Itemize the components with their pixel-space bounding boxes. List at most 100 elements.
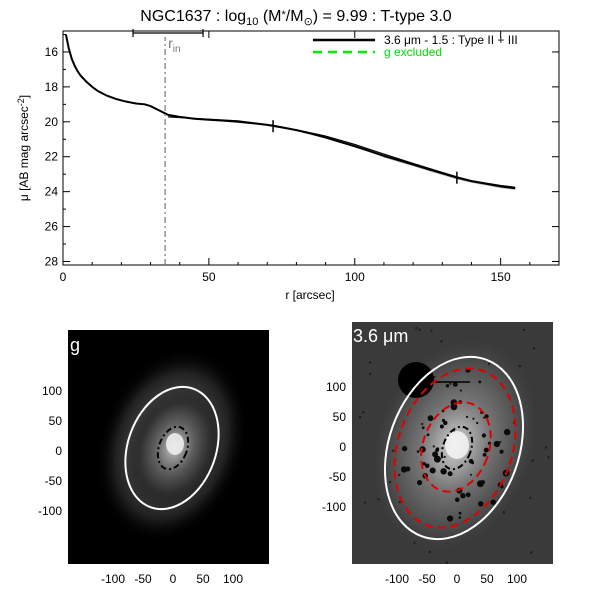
image-x-tick-label: 0 [170, 572, 177, 586]
legend-label-ir: 3.6 μm - 1.5 : Type II + III [384, 33, 518, 47]
x-axis: 0 50 100 150 [60, 31, 531, 284]
mask-dot [401, 445, 408, 452]
image-y-tick-label: -50 [45, 474, 63, 488]
mask-dot [432, 451, 439, 458]
image-x-tick-label: -50 [418, 572, 436, 586]
mask-dot [455, 497, 460, 503]
image-x-tick-label: 50 [196, 572, 210, 586]
mask-dot [389, 481, 391, 484]
mask-dot [398, 474, 401, 476]
x-axis-label: r [arcsec] [285, 288, 334, 302]
mask-dot [518, 365, 521, 368]
mask-dot [452, 382, 458, 387]
mask-dot [488, 362, 491, 365]
image-y-tick-label: -100 [38, 504, 62, 518]
g-panel-label: g [70, 335, 80, 355]
profile-line [64, 34, 516, 190]
mask-dot [471, 461, 475, 465]
ir-red-ellipse-outer [393, 367, 517, 529]
image-y-tick-label: 100 [326, 380, 346, 394]
mask-dot [362, 411, 365, 414]
mask-dot [478, 380, 482, 384]
legend-label-g: g excluded [384, 45, 442, 59]
mask-dot [400, 466, 408, 473]
r-in-label: rin [168, 35, 180, 55]
y-tick-label: 22 [45, 150, 59, 164]
mask-dot [483, 416, 486, 419]
mask-dot [482, 452, 487, 457]
y-tick-label: 28 [45, 255, 59, 269]
image-y-tick-label: 0 [55, 444, 62, 458]
image-y-tick-label: -100 [322, 500, 346, 514]
image-x-tick-label: 100 [507, 572, 527, 586]
mask-dot [427, 415, 434, 422]
mask-dot [417, 480, 423, 486]
g-axes: -100 -50 0 50 100 100 50 0 -50 -100 [38, 384, 243, 586]
masked-star [398, 362, 434, 398]
image-y-tick-label: 100 [42, 384, 62, 398]
mask-dot [458, 516, 462, 519]
mask-dot [428, 550, 431, 553]
mask-dot [531, 459, 534, 462]
image-y-tick-label: 50 [49, 414, 63, 428]
mask-dot [490, 499, 496, 505]
x-tick-label: 0 [60, 270, 67, 284]
mask-dot [532, 347, 535, 350]
ir-axes: -100 -50 0 50 100 100 50 0 -50 -100 [322, 380, 527, 586]
mask-dot [435, 448, 439, 452]
mask-dot [426, 433, 430, 437]
mask-dot [529, 496, 532, 499]
image-x-tick-label: -100 [101, 572, 125, 586]
y-tick-label: 20 [45, 115, 59, 129]
mask-dot [422, 462, 426, 466]
model-line [167, 116, 516, 188]
r-in-marker: rin [132, 29, 204, 265]
mask-dot [493, 440, 500, 448]
mask-dot [459, 389, 462, 392]
mask-dot [421, 422, 424, 425]
mask-dot [369, 372, 372, 375]
g-galaxy-core [166, 433, 184, 455]
mask-dot [499, 441, 502, 444]
image-y-tick-label: 50 [333, 410, 347, 424]
mask-dot [430, 329, 433, 332]
mask-dot [547, 456, 550, 459]
mask-dot [458, 511, 462, 515]
image-x-tick-label: -100 [385, 572, 409, 586]
mask-dot [466, 415, 469, 418]
mask-dot [499, 449, 504, 454]
mask-dot [502, 511, 505, 514]
ir-galaxy-core [445, 431, 469, 459]
x-tick-label: 100 [345, 270, 365, 284]
mask-dot [449, 382, 452, 385]
mask-dot [447, 471, 453, 477]
mask-dot [359, 416, 362, 419]
plot-frame [62, 30, 560, 266]
mask-dot [445, 561, 448, 564]
mask-dot [433, 376, 436, 378]
y-axis-label: μ [AB mag arcsec-2] [16, 95, 31, 201]
image-x-tick-label: -50 [134, 572, 152, 586]
mask-dot [460, 493, 466, 499]
mask-dot [441, 418, 446, 423]
mask-dot [469, 473, 472, 476]
mask-dot [433, 455, 441, 463]
mask-dot [432, 445, 435, 448]
y-tick-label: 18 [45, 80, 59, 94]
mask-dot [445, 384, 450, 388]
y-tick-label: 24 [45, 185, 59, 199]
image-x-tick-label: 0 [454, 572, 461, 586]
ir-outer-ellipse [383, 355, 525, 541]
mask-dot [416, 450, 420, 453]
image-y-tick-label: 0 [339, 440, 346, 454]
mask-dot [447, 515, 454, 522]
chart-title: NGC1637 : log10 (M*/M⊙) = 9.99 : T-type … [140, 8, 451, 28]
mask-dot [398, 501, 401, 504]
g-outer-ellipse [124, 385, 220, 511]
mask-dot [484, 414, 489, 419]
mask-dot [369, 361, 372, 364]
image-y-tick-label: -50 [329, 470, 347, 484]
mask-dot [481, 480, 485, 485]
x-tick-label: 150 [491, 270, 511, 284]
